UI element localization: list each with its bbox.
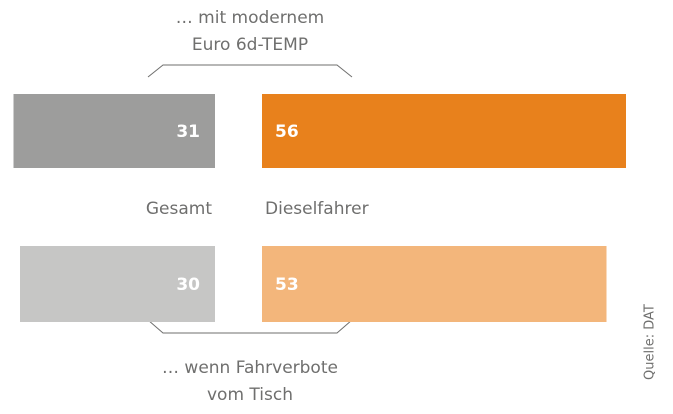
bar (262, 246, 607, 322)
bracket (147, 319, 353, 334)
category-label: … mit modernem (176, 8, 324, 28)
bar (262, 94, 626, 168)
source: Quelle: DAT (643, 304, 658, 380)
category-label: vom Tisch (207, 385, 293, 405)
bracket (147, 64, 353, 78)
bar (20, 246, 215, 322)
value-label: 30 (176, 275, 200, 295)
category-label: … wenn Fahrverbote (162, 358, 338, 378)
series-label: Gesamt (146, 199, 212, 219)
category-label: Euro 6d-TEMP (192, 35, 308, 55)
series-label: Dieselfahrer (265, 199, 369, 219)
value-label: 56 (275, 122, 299, 142)
value-label: 31 (176, 122, 200, 142)
value-label: 53 (275, 275, 299, 295)
bar (13, 94, 215, 168)
